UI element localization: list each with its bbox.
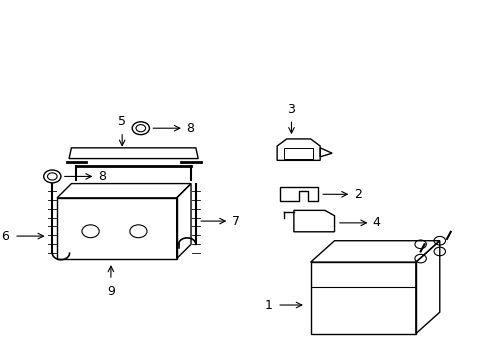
Text: 8: 8 bbox=[186, 122, 194, 135]
Text: 1: 1 bbox=[264, 298, 272, 311]
Text: 6: 6 bbox=[1, 230, 9, 243]
Text: 4: 4 bbox=[372, 216, 380, 229]
Text: 7: 7 bbox=[231, 215, 239, 228]
Text: 3: 3 bbox=[287, 103, 295, 116]
Text: 5: 5 bbox=[118, 115, 126, 128]
Bar bbox=[284, 148, 312, 158]
Text: 8: 8 bbox=[98, 170, 105, 183]
Text: 9: 9 bbox=[107, 285, 115, 298]
Text: 2: 2 bbox=[353, 188, 361, 201]
